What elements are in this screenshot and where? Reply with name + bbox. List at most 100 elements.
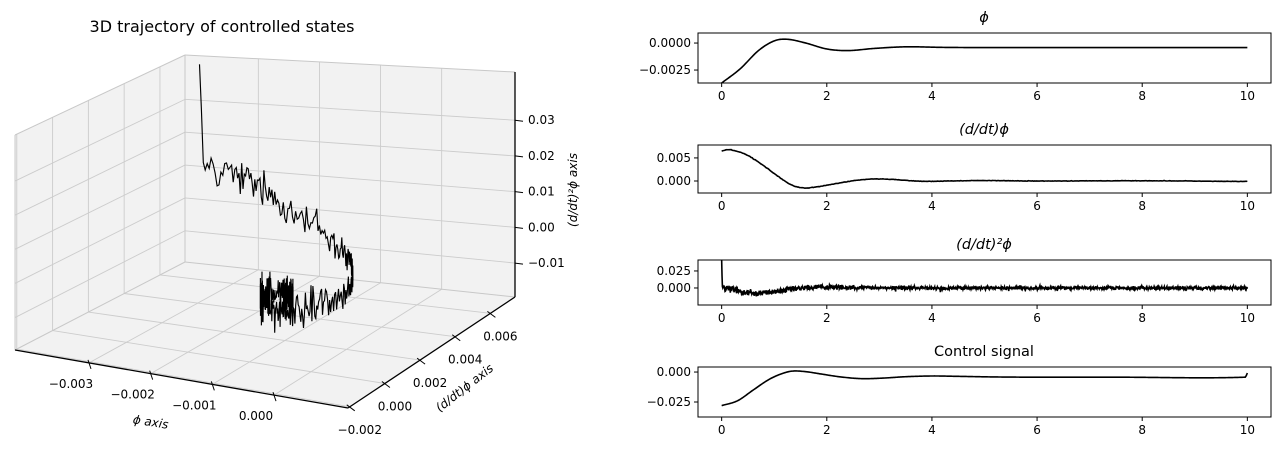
z-tick-label-3d: 0.03 bbox=[528, 113, 555, 127]
x-tick-label: 6 bbox=[1033, 423, 1041, 437]
z-tick-3d bbox=[514, 262, 524, 265]
grid-line bbox=[184, 131, 516, 157]
y-tick-label: 0.0000 bbox=[649, 36, 691, 50]
grid-line bbox=[184, 230, 516, 264]
grid-line bbox=[184, 98, 516, 121]
grid-line bbox=[14, 197, 186, 284]
y-tick-label-3d: 0.002 bbox=[413, 376, 447, 390]
y-tick-label-3d: 0.004 bbox=[448, 353, 482, 367]
y-tick-label-3d: 0.000 bbox=[378, 399, 412, 413]
grid-line bbox=[212, 282, 381, 385]
x-tick-3d bbox=[87, 359, 92, 370]
subplot-dphi: 0 2 4 6 8 10 0.005 0.000 (d/dt)ϕ bbox=[657, 122, 1272, 213]
box-edge bbox=[184, 54, 516, 73]
x-tick-label: 8 bbox=[1138, 199, 1146, 213]
x-tick-label: 2 bbox=[823, 199, 831, 213]
y-tick-label: 0.000 bbox=[657, 281, 691, 295]
x-axis-label-3d: ϕ axis bbox=[132, 412, 170, 431]
z-tick-3d bbox=[514, 119, 524, 122]
y-tick-3d bbox=[346, 404, 356, 412]
subplot-phi: 0 2 4 6 8 10 0.0000 −0.0025 ϕ bbox=[639, 10, 1272, 103]
plot-3d-trajectory: −0.003−0.002−0.0010.000−0.0020.0000.0020… bbox=[14, 17, 580, 437]
z-tick-3d bbox=[514, 226, 524, 229]
x-tick-label: 2 bbox=[823, 423, 831, 437]
z-tick-label-3d: 0.01 bbox=[528, 185, 555, 199]
x-tick-label: 6 bbox=[1033, 199, 1041, 213]
y-axis-line bbox=[347, 296, 516, 409]
x-tick-label: 8 bbox=[1138, 311, 1146, 325]
y-tick-label-3d: 0.006 bbox=[483, 329, 517, 343]
x-tick-label: 2 bbox=[823, 311, 831, 325]
z-tick-label-3d: 0.00 bbox=[528, 220, 555, 234]
x-tick-label: 2 bbox=[823, 89, 831, 103]
x-tick-label: 4 bbox=[928, 199, 936, 213]
y-tick-3d bbox=[381, 381, 391, 388]
x-tick-label: 6 bbox=[1033, 311, 1041, 325]
axes-box bbox=[697, 144, 1272, 194]
y-tick-label: 0.000 bbox=[657, 174, 691, 188]
z-tick-3d bbox=[514, 155, 524, 158]
x-tick-3d bbox=[210, 381, 215, 391]
grid-line bbox=[14, 164, 186, 250]
plot-3d-title: 3D trajectory of controlled states bbox=[90, 17, 355, 36]
subplot-control-signal: 0 2 4 6 8 10 0.000 −0.025 Control signal bbox=[647, 344, 1272, 437]
grid-line bbox=[88, 311, 421, 361]
x-tick-label: 4 bbox=[928, 311, 936, 325]
x-tick-label-3d: −0.001 bbox=[172, 398, 216, 412]
subplot-phi-title: ϕ bbox=[979, 10, 989, 26]
x-tick-label: 10 bbox=[1240, 423, 1255, 437]
y-tick-label: −0.025 bbox=[647, 395, 691, 409]
x-tick-label: 10 bbox=[1240, 311, 1255, 325]
y-tick-label: 0.000 bbox=[657, 365, 691, 379]
z-tick-label-3d: −0.01 bbox=[528, 256, 565, 270]
box-edge bbox=[14, 54, 186, 136]
x-tick-label: 8 bbox=[1138, 423, 1146, 437]
plot-timeseries-column: 0 2 4 6 8 100.0000−0.0025 ϕ 0 2 4 6 8 100.0050.000… bbox=[639, 10, 1272, 437]
subplot-ddphi: 0 2 4 6 8 10 0.025 0.000 (d/dt)²ϕ bbox=[657, 237, 1272, 325]
plot-3d-scene: −0.003−0.002−0.0010.000−0.0020.0000.0020… bbox=[14, 54, 565, 437]
y-tick-label: 0.025 bbox=[657, 264, 691, 278]
grid-line bbox=[14, 131, 186, 216]
y-tick-label: 0.005 bbox=[657, 151, 691, 165]
x-tick-label: 10 bbox=[1240, 199, 1255, 213]
trajectory-line-3d bbox=[198, 64, 354, 333]
subplot-dphi-title: (d/dt)ϕ bbox=[959, 122, 1009, 138]
y-tick-3d bbox=[451, 334, 461, 342]
grid-line bbox=[14, 230, 186, 318]
z-tick-label-3d: 0.02 bbox=[528, 149, 555, 163]
pane-left bbox=[15, 55, 185, 350]
series-line bbox=[720, 260, 1249, 297]
axes-box bbox=[697, 366, 1272, 418]
x-tick-3d bbox=[272, 391, 277, 402]
grid-line bbox=[273, 288, 442, 396]
box-edge bbox=[184, 261, 516, 298]
subplot-ddphi-title: (d/dt)²ϕ bbox=[956, 237, 1012, 253]
y-tick-3d bbox=[487, 310, 496, 318]
x-tick-label: 0 bbox=[718, 311, 726, 325]
grid-line bbox=[184, 197, 516, 228]
x-tick-label: 4 bbox=[928, 423, 936, 437]
y-tick-3d bbox=[416, 357, 426, 365]
x-tick-label-3d: −0.002 bbox=[110, 388, 154, 402]
z-axis-label-3d: (d/dt)²ϕ axis bbox=[566, 153, 580, 227]
axes-box bbox=[697, 32, 1272, 84]
box-edge bbox=[14, 261, 186, 351]
subplot-phi-axes: 0 2 4 6 8 10 0.0000 −0.0025 bbox=[639, 32, 1272, 103]
subplot-ddphi-axes: 0 2 4 6 8 10 0.025 0.000 bbox=[657, 259, 1272, 325]
z-tick-3d bbox=[514, 191, 524, 194]
grid-line bbox=[16, 348, 350, 408]
grid-line bbox=[184, 164, 516, 193]
axes-box bbox=[697, 259, 1272, 306]
y-tick-label-3d: −0.002 bbox=[338, 423, 382, 437]
subplot-control-signal-title: Control signal bbox=[934, 344, 1034, 360]
x-tick-label: 0 bbox=[718, 199, 726, 213]
x-tick-label: 4 bbox=[928, 89, 936, 103]
grid-line bbox=[14, 98, 186, 182]
series-line bbox=[721, 148, 1248, 190]
series-line bbox=[721, 370, 1249, 407]
subplot-control-signal-axes: 0 2 4 6 8 10 0.000 −0.025 bbox=[647, 365, 1272, 437]
x-tick-label: 0 bbox=[718, 89, 726, 103]
series-line bbox=[721, 38, 1248, 83]
